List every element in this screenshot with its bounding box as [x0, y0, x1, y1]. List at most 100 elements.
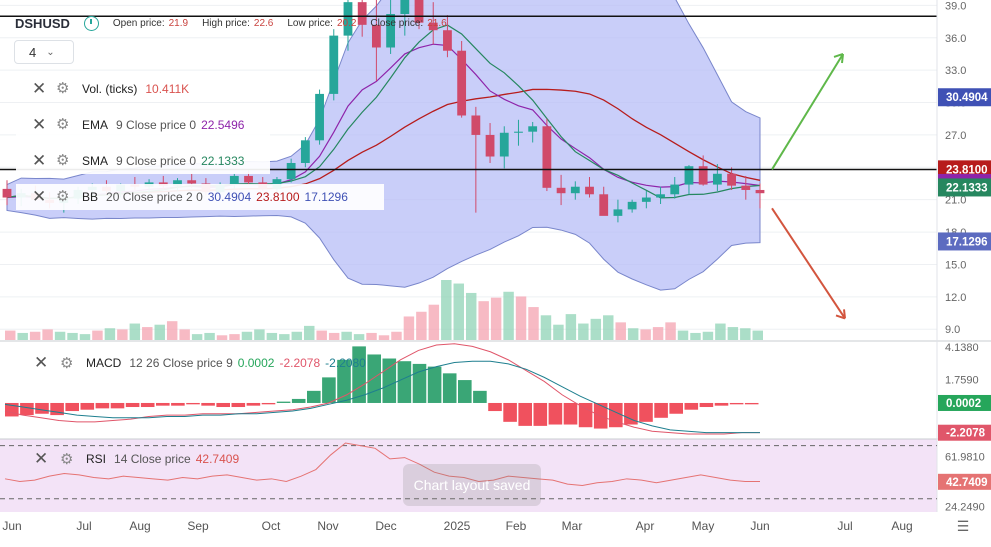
- price-tick-label: 21.0: [945, 195, 966, 207]
- candle-body: [400, 0, 410, 15]
- high-label: High price:: [202, 17, 250, 29]
- clock-icon[interactable]: [83, 15, 99, 31]
- gear-icon[interactable]: ⚙: [56, 80, 70, 97]
- candle-body: [286, 162, 296, 180]
- macd-hist-bar: [609, 402, 623, 428]
- volume-bar: [615, 322, 626, 340]
- legend-value-middle: 23.8100: [256, 190, 300, 204]
- time-tick-label: Jun: [2, 519, 21, 533]
- settings-icon[interactable]: ☰: [956, 518, 970, 534]
- volume-bar: [553, 324, 564, 340]
- candle-body: [613, 209, 623, 216]
- candle-body: [371, 24, 381, 48]
- volume-bar: [216, 335, 228, 340]
- rsi-line: [4, 442, 760, 486]
- candle-body: [556, 187, 566, 194]
- gear-icon[interactable]: ⚙: [60, 355, 74, 372]
- resolution-value: 4: [29, 44, 37, 60]
- candle-body: [414, 0, 424, 23]
- macd-hist-bar: [473, 390, 487, 403]
- up-arrow: [771, 53, 844, 170]
- macd-hist-bar: [95, 402, 110, 409]
- volume-bar: [540, 315, 552, 340]
- symbol-name[interactable]: DSHUSD: [15, 15, 70, 31]
- time-tick-label: Jun: [750, 519, 769, 533]
- candle-body: [570, 186, 580, 194]
- macd-hist-bar: [684, 402, 699, 410]
- candle-body: [741, 185, 751, 190]
- macd-hist-bar: [125, 402, 140, 408]
- volume-bar: [441, 280, 452, 340]
- volume-bar: [528, 307, 539, 340]
- price-label: 17.1296: [946, 236, 988, 248]
- chevron-down-icon: ⌄: [46, 46, 55, 58]
- volume-bar: [391, 331, 402, 340]
- candle-body: [173, 180, 182, 186]
- close-icon[interactable]: ✕: [34, 353, 49, 372]
- volume-bar: [490, 297, 502, 340]
- volume-bar: [515, 296, 527, 340]
- time-tick-label: Sep: [187, 519, 209, 533]
- gear-icon[interactable]: ⚙: [56, 116, 70, 133]
- resolution-dropdown[interactable]: 4 ⌄: [14, 40, 74, 64]
- close-icon[interactable]: ✕: [32, 115, 47, 134]
- price-label-bg: [938, 232, 991, 251]
- macd-hist-bar: [639, 402, 653, 422]
- legend-value-hist: 0.0002: [237, 356, 275, 370]
- open-value: 21.9: [168, 17, 189, 29]
- close-icon[interactable]: ✕: [32, 187, 47, 206]
- macd-hist-bar: [65, 402, 79, 412]
- volume-bar: [690, 332, 701, 340]
- macd-tick-label: 1.7590: [945, 374, 979, 386]
- rsi-axis-label-bg: [938, 473, 991, 490]
- macd-axis-label-bg: [938, 424, 991, 441]
- toast-message: Chart layout saved: [403, 464, 541, 506]
- legend-value-upper: 30.4904: [207, 190, 252, 204]
- time-tick-label: Nov: [317, 519, 338, 533]
- low-label: Low price:: [287, 17, 333, 29]
- price-tick-label: 15.0: [945, 259, 966, 271]
- legend-value: 22.1333: [201, 154, 245, 168]
- rsi-tick-label: 24.2490: [945, 501, 985, 513]
- legend-value-lower: 17.1296: [304, 190, 348, 204]
- volume-bar: [92, 330, 103, 340]
- price-tick-label: 9.0: [945, 324, 960, 336]
- legend-name: MACD: [86, 356, 122, 370]
- gear-icon[interactable]: ⚙: [56, 188, 70, 205]
- time-tick-label: Feb: [506, 519, 527, 533]
- candle-body: [229, 175, 239, 185]
- candle-body: [315, 93, 324, 141]
- volume-bar: [677, 330, 689, 340]
- volume-bar: [702, 331, 714, 340]
- macd-hist-bar: [367, 354, 381, 403]
- volume-bar: [266, 332, 278, 340]
- gear-icon[interactable]: ⚙: [56, 152, 70, 169]
- macd-hist-bar: [518, 402, 532, 426]
- macd-hist-bar: [156, 402, 170, 406]
- candle-body: [357, 2, 367, 25]
- close-icon[interactable]: ✕: [32, 79, 47, 98]
- time-tick-label: Dec: [375, 519, 396, 533]
- time-tick-label: May: [692, 519, 715, 533]
- macd-hist-bar: [35, 402, 49, 414]
- legend-value-signal: -2.2080: [325, 356, 366, 370]
- legend-value: 22.5496: [201, 118, 245, 132]
- price-label-bg: [938, 88, 991, 107]
- macd-hist-bar: [171, 402, 185, 406]
- legend-name: EMA: [82, 118, 109, 132]
- close-label: Close price:: [370, 17, 424, 29]
- close-icon[interactable]: ✕: [34, 449, 49, 468]
- price-label: 23.8100: [946, 164, 988, 176]
- volume-bar: [117, 329, 128, 340]
- volume-bar: [104, 328, 116, 340]
- gear-icon[interactable]: ⚙: [60, 451, 74, 468]
- macd-hist-bar: [503, 402, 517, 422]
- candle-body: [599, 194, 609, 216]
- close-icon[interactable]: ✕: [32, 151, 47, 170]
- macd-hist-bar: [186, 402, 200, 405]
- macd-hist-bar: [201, 402, 215, 406]
- macd-hist-bar: [261, 402, 276, 405]
- ohlc-header: DSHUSD Open price: 21.9 High price: 22.6 L…: [0, 12, 447, 34]
